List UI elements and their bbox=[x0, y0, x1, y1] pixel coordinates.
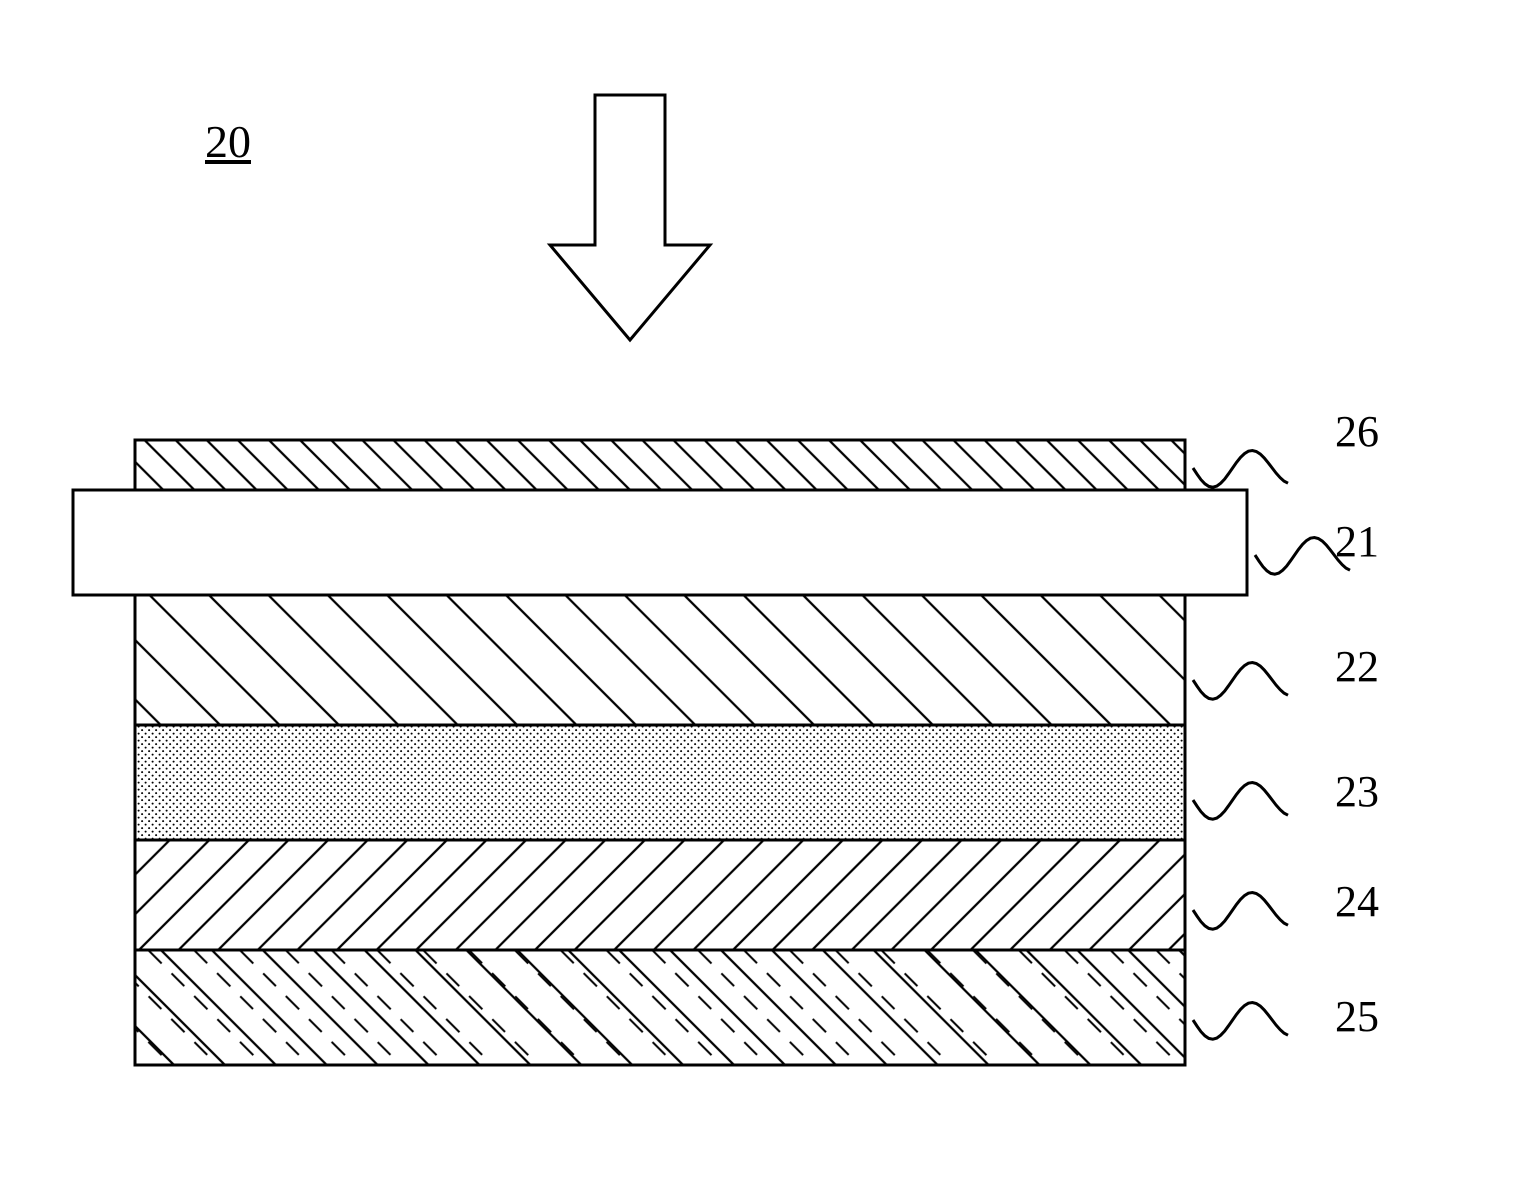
layer-24 bbox=[135, 840, 1185, 950]
label-21: 21 bbox=[1335, 516, 1379, 567]
leader-22 bbox=[1193, 663, 1288, 700]
leader-24 bbox=[1193, 893, 1288, 930]
figure-20: 20 26 21 22 23 24 25 bbox=[0, 0, 1513, 1179]
layer-23 bbox=[135, 725, 1185, 840]
leader-25 bbox=[1193, 1003, 1288, 1040]
leader-26 bbox=[1193, 451, 1288, 488]
label-25: 25 bbox=[1335, 991, 1379, 1042]
label-26: 26 bbox=[1335, 406, 1379, 457]
figure-svg bbox=[0, 0, 1513, 1179]
label-23: 23 bbox=[1335, 766, 1379, 817]
layer-22 bbox=[135, 595, 1185, 725]
label-24: 24 bbox=[1335, 876, 1379, 927]
direction-arrow bbox=[550, 95, 710, 340]
figure-id-label: 20 bbox=[205, 115, 251, 168]
layer-21 bbox=[73, 490, 1247, 595]
label-22: 22 bbox=[1335, 641, 1379, 692]
leader-23 bbox=[1193, 783, 1288, 820]
layer-26 bbox=[135, 440, 1185, 490]
